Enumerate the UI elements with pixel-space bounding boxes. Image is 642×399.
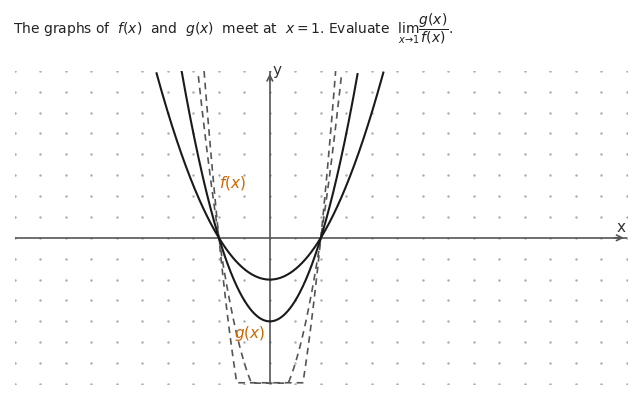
Text: x: x: [617, 219, 626, 235]
Text: $g(x)$: $g(x)$: [234, 324, 265, 343]
Text: y: y: [273, 63, 282, 78]
Text: The graphs of  $f(x)$  and  $g(x)$  meet at  $x = 1$. Evaluate  $\lim_{x \to 1} : The graphs of $f(x)$ and $g(x)$ meet at …: [13, 12, 453, 46]
Text: $f(x)$: $f(x)$: [219, 174, 246, 192]
